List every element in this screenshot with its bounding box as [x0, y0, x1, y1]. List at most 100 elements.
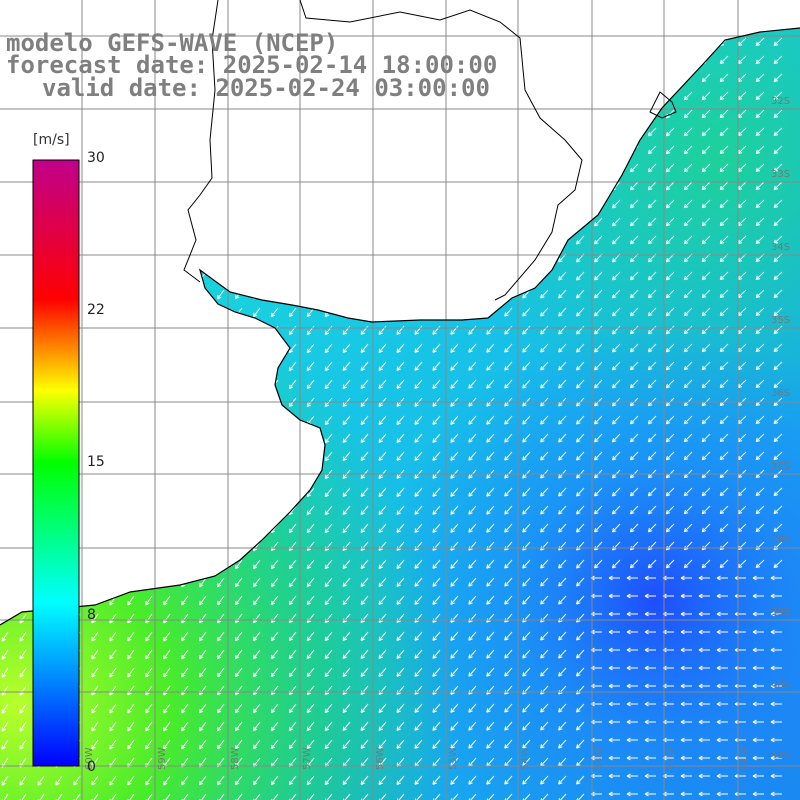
wind-arrow	[558, 181, 567, 191]
wind-arrow	[504, 379, 513, 389]
wind-arrow	[1, 775, 9, 786]
wind-arrow	[145, 559, 153, 570]
wind-arrow	[91, 433, 99, 444]
wind-arrow	[145, 325, 153, 336]
wind-arrow	[540, 217, 549, 227]
wind-arrow	[522, 433, 531, 443]
wind-arrow	[665, 307, 675, 317]
wind-arrow	[755, 559, 765, 569]
wind-arrow	[683, 109, 693, 119]
wind-arrow	[558, 703, 567, 713]
wind-arrow	[19, 217, 27, 228]
wind-arrow	[252, 523, 261, 534]
wind-arrow	[91, 235, 99, 246]
wind-arrow	[683, 163, 693, 173]
wind-arrow	[698, 719, 710, 725]
wind-arrow	[468, 649, 477, 659]
wind-arrow	[558, 55, 567, 65]
wind-arrow	[683, 181, 693, 191]
wind-arrow	[378, 199, 387, 209]
wind-arrow	[665, 433, 675, 443]
wind-arrow	[342, 559, 351, 570]
wind-arrow	[576, 775, 585, 785]
wind-arrow	[181, 181, 189, 192]
wind-arrow	[396, 163, 405, 173]
wind-arrow	[450, 415, 459, 425]
wind-arrow	[1, 451, 9, 462]
wind-arrow	[73, 109, 81, 120]
wind-arrow	[540, 487, 549, 497]
wind-arrow	[1, 667, 9, 678]
wind-arrow	[342, 37, 351, 48]
wind-arrow	[647, 163, 657, 173]
wind-arrow	[719, 163, 729, 173]
wind-arrow	[576, 379, 585, 389]
wind-arrow	[396, 361, 405, 371]
wind-arrow	[396, 271, 405, 281]
wind-arrow	[270, 109, 279, 120]
forecast-date: forecast date: 2025-02-14 18:00:00	[6, 51, 498, 79]
wind-arrow	[468, 271, 477, 281]
wind-arrow	[181, 541, 189, 552]
wind-arrow	[288, 217, 297, 228]
wind-arrow	[752, 665, 764, 671]
wind-arrow	[91, 181, 99, 192]
wind-arrow	[594, 379, 603, 389]
wind-arrow	[773, 271, 783, 281]
wind-arrow	[629, 181, 639, 191]
wind-arrow	[683, 325, 693, 335]
wind-arrow	[270, 739, 279, 750]
wind-arrow	[252, 145, 261, 156]
wind-arrow	[288, 667, 297, 678]
wind-arrow	[647, 127, 657, 137]
wind-arrow	[163, 415, 171, 426]
wind-arrow	[414, 451, 423, 461]
wind-arrow	[611, 199, 621, 209]
colorbar-unit: [m/s]	[33, 132, 70, 148]
wind-arrow	[755, 73, 765, 83]
wind-arrow	[91, 28, 99, 30]
wind-arrow	[486, 109, 495, 119]
wind-arrow	[626, 593, 638, 599]
wind-arrow	[127, 28, 135, 30]
wind-arrow	[234, 271, 243, 282]
wind-arrow	[19, 28, 27, 30]
wind-arrow	[252, 613, 261, 624]
wind-arrow	[127, 775, 135, 786]
wind-arrow	[432, 163, 441, 173]
colorbar-tick-30: 30	[87, 150, 105, 166]
wind-arrow	[504, 775, 513, 785]
wind-arrow	[360, 559, 369, 569]
wind-arrow	[378, 307, 387, 317]
wind-arrow	[414, 739, 423, 749]
wind-arrow	[109, 739, 117, 750]
wind-arrow	[468, 577, 477, 587]
wind-arrow	[234, 325, 243, 336]
wind-arrow	[626, 701, 638, 707]
wind-arrow	[270, 343, 279, 354]
wind-arrow	[414, 217, 423, 227]
wind-arrow	[432, 793, 441, 800]
wind-arrow	[629, 325, 639, 335]
wind-arrow	[396, 793, 405, 800]
wind-arrow	[611, 289, 621, 299]
wind-arrow	[342, 721, 351, 732]
wind-arrow	[414, 361, 423, 371]
wind-arrow	[378, 163, 387, 173]
wind-arrow	[109, 271, 117, 282]
wind-arrow	[683, 343, 693, 353]
wind-arrow	[629, 91, 639, 101]
wind-arrow	[647, 271, 657, 281]
wind-arrow	[576, 73, 585, 83]
wind-arrow	[719, 217, 729, 227]
wind-arrow	[504, 433, 513, 443]
wind-arrow	[558, 667, 567, 677]
wind-arrow	[611, 109, 621, 119]
wind-arrow	[342, 685, 351, 696]
wind-arrow	[199, 199, 207, 210]
wind-arrow	[234, 109, 243, 120]
wind-arrow	[468, 631, 477, 641]
wind-arrow	[647, 325, 657, 335]
wind-arrow	[665, 55, 675, 65]
wind-arrow	[770, 593, 782, 599]
